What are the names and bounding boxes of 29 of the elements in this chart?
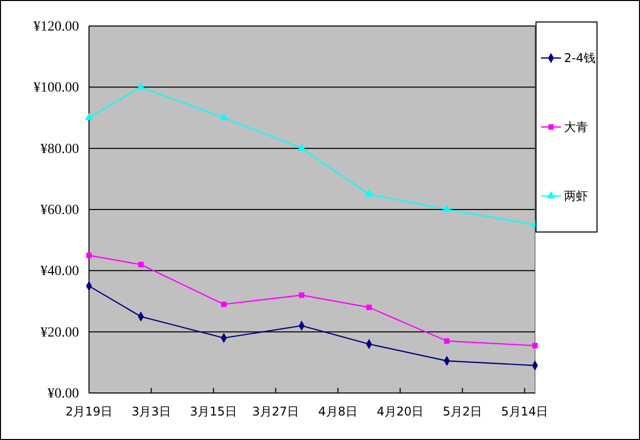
point [532, 342, 538, 348]
y-tick-label: ¥120.00 [34, 19, 79, 34]
point [136, 82, 146, 90]
x-tick-label: 4月8日 [318, 404, 358, 419]
x-tick-label: 3月27日 [252, 404, 300, 419]
x-tick-label: 5月14日 [501, 404, 548, 419]
point [297, 144, 306, 151]
legend-label: 2-4钱 [564, 51, 596, 65]
legend-label: 两虾 [564, 189, 588, 203]
y-tick-label: ¥80.00 [40, 142, 79, 157]
y-tick-label: ¥40.00 [40, 264, 79, 280]
y-tick-label: ¥0.00 [48, 386, 79, 402]
y-tick-label: ¥100.00 [34, 80, 79, 96]
point [221, 302, 227, 308]
point [298, 292, 304, 298]
point [444, 338, 450, 344]
x-tick-label: 4月20日 [376, 404, 424, 419]
x-tick-label: 2月19日 [66, 404, 112, 419]
point [442, 204, 451, 212]
y-tick-label: ¥60.00 [40, 202, 79, 218]
x-tick-label: 5月2日 [442, 404, 482, 419]
point [364, 189, 374, 197]
x-tick-label: 3月15日 [190, 404, 237, 419]
point [220, 112, 228, 120]
point [138, 262, 144, 268]
legend-label: 大青 [564, 120, 588, 134]
point [366, 304, 372, 310]
y-tick-label: ¥20.00 [40, 325, 79, 340]
x-tick-label: 3月3日 [132, 404, 171, 419]
